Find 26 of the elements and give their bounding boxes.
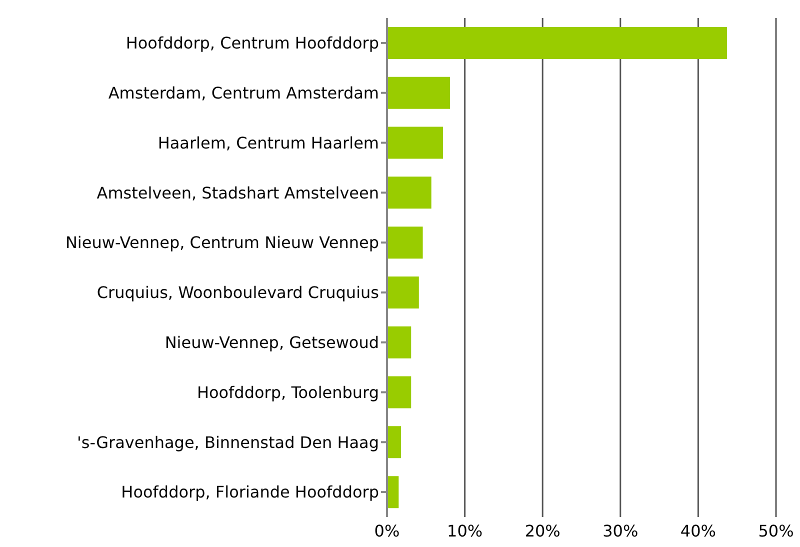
bar	[387, 176, 432, 209]
y-tick-label: Amsterdam, Centrum Amsterdam	[108, 84, 379, 103]
y-tick-label: Hoofddorp, Toolenburg	[196, 382, 379, 402]
y-tick-label: Nieuw-Vennep, Getsewoud	[164, 333, 379, 352]
y-tick-label: Nieuw-Vennep, Centrum Nieuw Vennep	[65, 233, 379, 252]
bar	[387, 476, 399, 508]
bar	[387, 376, 412, 408]
y-tick-label: Cruquius, Woonboulevard Cruquius	[96, 283, 379, 302]
x-tick-label: 50%	[758, 521, 794, 540]
y-tick-label: 's-Gravenhage, Binnenstad Den Haag	[77, 432, 379, 452]
bar	[387, 326, 412, 358]
y-tick-label: Amstelveen, Stadshart Amstelveen	[96, 183, 379, 202]
y-tick-label: Hoofddorp, Floriande Hoofddorp	[121, 482, 379, 502]
x-tick-label: 20%	[524, 521, 560, 540]
bar	[387, 426, 402, 458]
x-tick-label: 30%	[602, 521, 638, 540]
bar	[387, 226, 423, 259]
y-tick-label: Hoofddorp, Centrum Hoofddorp	[126, 34, 379, 53]
bar	[387, 76, 450, 109]
bar	[387, 276, 419, 308]
x-tick-label: 40%	[680, 521, 716, 540]
bar	[387, 26, 727, 59]
y-tick-label: Haarlem, Centrum Haarlem	[158, 133, 379, 152]
x-tick-label: 10%	[447, 521, 483, 540]
x-tick-label: 0%	[374, 521, 400, 540]
bar	[387, 126, 444, 159]
